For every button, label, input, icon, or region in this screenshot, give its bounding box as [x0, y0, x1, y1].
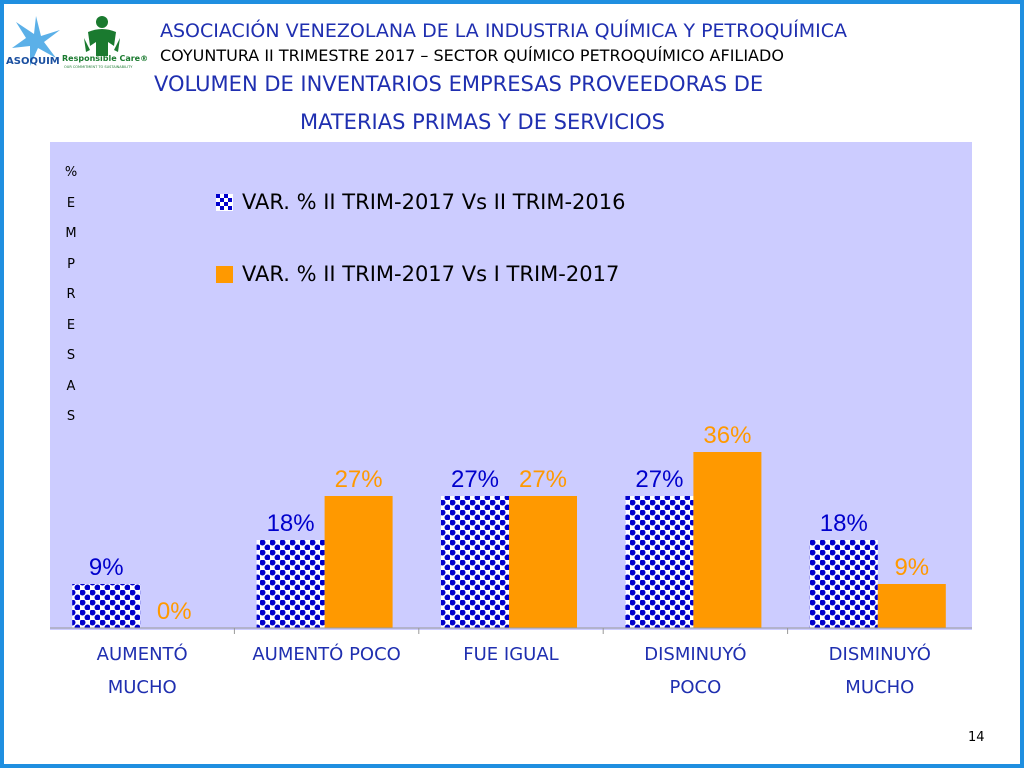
bar-series2: [509, 496, 577, 628]
y-axis-label-char: E: [66, 317, 76, 333]
bar-series2: [324, 496, 393, 628]
x-tick-label: DISMINUYÓ POCO: [603, 638, 787, 704]
x-tick-label-line: MUCHO: [845, 677, 915, 698]
data-label-series2: 36%: [703, 422, 751, 449]
legend-label-series2: VAR. % II TRIM-2017 Vs I TRIM-2017: [242, 262, 620, 286]
data-label-series2: 27%: [335, 466, 383, 493]
y-axis-label-char: S: [66, 348, 76, 363]
x-tick-label-line: AUMENTÓ POCO: [252, 644, 401, 665]
data-label-series1: 27%: [635, 466, 683, 493]
x-tick-label: FUE IGUAL: [419, 638, 603, 671]
y-axis-label-char: M: [65, 226, 77, 241]
x-tick-label-line: AUMENTÓ: [96, 644, 188, 665]
y-axis-label-char: E: [66, 195, 76, 211]
x-tick-label: AUMENTÓ POCO: [234, 638, 418, 671]
x-tick-label: AUMENTÓ MUCHO: [50, 638, 234, 704]
y-axis-label-char: R: [66, 287, 76, 302]
chart-title-line1: VOLUMEN DE INVENTARIOS EMPRESAS PROVEEDO…: [154, 72, 764, 96]
legend-label-series1: VAR. % II TRIM-2017 Vs II TRIM-2016: [242, 190, 626, 214]
data-label-series1: 27%: [451, 466, 499, 493]
org-title: ASOCIACIÓN VENEZOLANA DE LA INDUSTRIA QU…: [160, 20, 848, 42]
y-axis-label: % E M P R E S A S: [64, 158, 78, 433]
legend-swatch-series2: [216, 265, 233, 283]
data-label-series1: 18%: [267, 510, 315, 537]
report-subtitle: COYUNTURA II TRIMESTRE 2017 – SECTOR QUÍ…: [160, 46, 784, 65]
y-axis-label-char: S: [66, 409, 76, 424]
data-label-series1: 9%: [89, 554, 124, 581]
responsible-care-tagline: OUR COMMITMENT TO SUSTAINABILITY: [64, 65, 133, 69]
x-tick-label-line: DISMINUYÓ: [644, 644, 747, 665]
x-tick-label-line: FUE IGUAL: [463, 644, 559, 665]
bar-series1: [625, 496, 694, 628]
x-tick-label-line: POCO: [669, 677, 722, 698]
y-axis-label-char: A: [66, 378, 76, 394]
legend-swatch-series1: [216, 193, 233, 211]
data-label-series2: 9%: [894, 554, 929, 581]
chart-title-line2: MATERIAS PRIMAS Y DE SERVICIOS: [300, 110, 665, 134]
y-axis-label-char: P: [67, 256, 75, 272]
x-tick-label-line: MUCHO: [107, 677, 177, 698]
asoquim-logo-text: ASOQUIM: [6, 56, 60, 67]
x-tick-label: DISMINUYÓ MUCHO: [788, 638, 972, 704]
x-tick-label-line: DISMINUYÓ: [828, 644, 931, 665]
legend-item-series1: VAR. % II TRIM-2017 Vs II TRIM-2016: [216, 190, 626, 214]
legend-item-series2: VAR. % II TRIM-2017 Vs I TRIM-2017: [216, 262, 619, 286]
bar-series2: [693, 452, 762, 628]
y-axis-label-char: %: [64, 165, 78, 180]
responsible-care-logo-icon: [84, 16, 120, 56]
page-number: 14: [968, 730, 985, 745]
asoquim-logo-icon: [12, 16, 60, 66]
responsible-care-text: Responsible Care®: [62, 54, 149, 63]
bar-series1: [72, 584, 141, 628]
bar-series1: [809, 540, 878, 628]
data-label-series2: 0%: [157, 598, 192, 625]
data-label-series1: 18%: [820, 510, 868, 537]
data-label-series2: 27%: [519, 466, 567, 493]
bar-series1: [441, 496, 509, 628]
bar-series1: [256, 540, 325, 628]
bar-series2: [877, 584, 946, 628]
